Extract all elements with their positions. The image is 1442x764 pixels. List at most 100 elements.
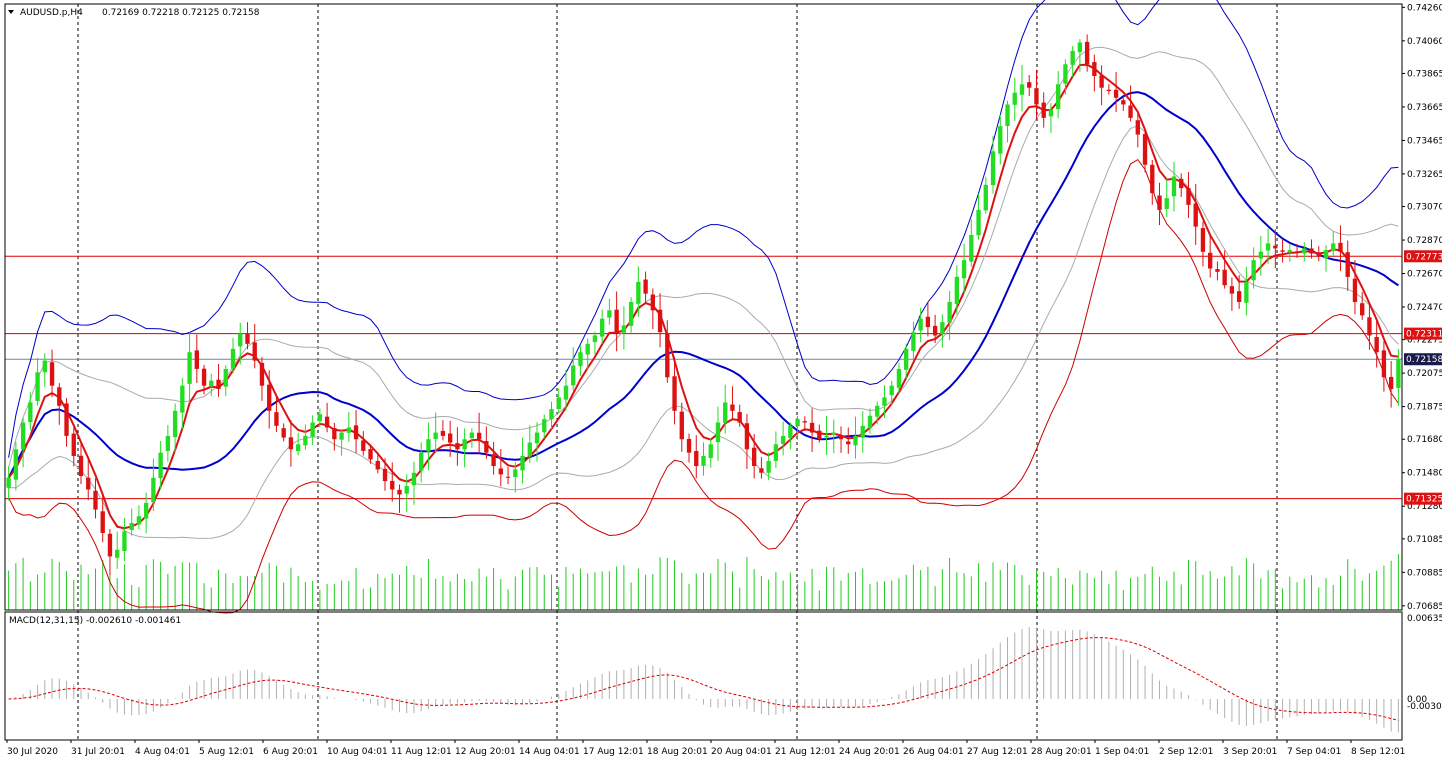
price-tick-label: 0.74060 xyxy=(1407,37,1442,47)
time-tick-label: 14 Aug 04:01 xyxy=(519,747,580,757)
bull-candle xyxy=(238,333,243,347)
bear-candle xyxy=(650,294,656,311)
bull-candle xyxy=(1048,109,1054,117)
bear-candle xyxy=(1338,242,1343,252)
price-axis: 0.74260 0.74060 0.73865 0.73665 0.73465 0.732… xyxy=(1402,3,1442,712)
indicator-lines xyxy=(7,0,1399,614)
ohlc-readout: 0.72169 0.72218 0.72125 0.72158 xyxy=(102,8,260,18)
price-tick-label: 0.71680 xyxy=(1407,435,1442,445)
bear-candle xyxy=(447,433,453,443)
symbol-menu-icon[interactable] xyxy=(8,10,14,14)
bear-candle xyxy=(643,279,648,294)
macd-signal-line xyxy=(8,637,1399,721)
bear-candle xyxy=(1186,188,1191,205)
bull-candle xyxy=(867,415,873,429)
price-tick-label: 0.73465 xyxy=(1407,136,1442,146)
bear-candle xyxy=(288,437,294,450)
macd-pane xyxy=(8,627,1399,733)
bull-candle xyxy=(954,276,960,304)
time-tick-label: 28 Aug 20:01 xyxy=(1031,747,1092,757)
bull-candle xyxy=(317,414,323,422)
time-tick-label: 31 Jul 20:01 xyxy=(71,747,125,757)
bull-candle xyxy=(534,432,540,444)
header: AUDUSD.p,H4 0.72169 0.72218 0.72125 0.72… xyxy=(8,8,260,626)
bear-candle xyxy=(1352,278,1358,302)
bull-candle xyxy=(542,419,547,433)
bear-candle xyxy=(353,425,359,440)
bear-candle xyxy=(216,379,221,390)
bull-candle xyxy=(411,472,417,486)
bear-candle xyxy=(1128,105,1133,118)
bull-candle xyxy=(1005,104,1010,126)
bull-candle xyxy=(1077,42,1083,53)
bear-candle xyxy=(1034,88,1039,105)
bull-candle xyxy=(1331,243,1336,251)
bear-candle xyxy=(817,430,822,440)
bear-candle xyxy=(71,433,76,456)
bear-candle xyxy=(194,350,199,369)
time-tick-label: 5 Aug 12:01 xyxy=(199,747,254,757)
bear-candle xyxy=(802,421,808,423)
bull-candle xyxy=(223,368,228,387)
price-tick-label: 0.73665 xyxy=(1407,103,1442,113)
bear-candle xyxy=(744,423,750,450)
bear-candle xyxy=(838,434,844,440)
bear-candle xyxy=(1316,252,1321,257)
time-tick-label: 26 Aug 04:01 xyxy=(903,747,964,757)
bear-candle xyxy=(281,428,286,438)
bear-candle xyxy=(1106,89,1112,92)
bear-candle xyxy=(1150,164,1155,194)
bull-candle xyxy=(404,486,409,494)
bull-candle xyxy=(1056,84,1061,110)
bear-candle xyxy=(267,384,272,411)
bull-candle xyxy=(766,461,771,473)
bear-candle xyxy=(361,440,366,451)
bull-candle xyxy=(136,516,142,525)
bull-candle xyxy=(433,432,438,440)
price-tick-label: 0.74260 xyxy=(1407,3,1442,13)
time-tick-label: 11 Aug 12:01 xyxy=(391,747,452,757)
bear-candle xyxy=(686,438,692,453)
bull-candle xyxy=(1323,250,1329,259)
time-tick-label: 10 Aug 04:01 xyxy=(327,747,388,757)
outer-band-upper xyxy=(8,0,1399,458)
time-axis: 30 Jul 2020 31 Jul 20:01 4 Aug 04:01 5 Aug … xyxy=(6,740,1405,757)
bear-candle xyxy=(100,511,105,533)
bull-candle xyxy=(889,385,894,396)
bear-candle xyxy=(1179,178,1184,189)
time-tick-label: 27 Aug 12:01 xyxy=(967,747,1028,757)
main-pane-frame xyxy=(4,3,1403,611)
bear-candle xyxy=(1157,195,1162,210)
bear-candle xyxy=(1388,376,1394,390)
bear-candle xyxy=(368,449,373,460)
time-tick-label: 20 Aug 04:01 xyxy=(711,747,772,757)
bear-candle xyxy=(1236,291,1242,302)
bear-candle xyxy=(107,533,113,557)
macd-tick-label: 0.00635 xyxy=(1407,614,1442,624)
macd-pane-frame xyxy=(4,611,1403,741)
bull-candle xyxy=(42,360,47,373)
bull-candle xyxy=(13,449,19,480)
time-tick-label: 21 Aug 12:01 xyxy=(775,747,836,757)
bull-candle xyxy=(1012,92,1017,105)
time-tick-label: 17 Aug 12:01 xyxy=(583,747,644,757)
bull-candle xyxy=(1019,84,1025,95)
time-tick-label: 30 Jul 2020 xyxy=(7,747,58,757)
bear-candle xyxy=(1027,82,1032,88)
bull-candle xyxy=(6,477,11,488)
bull-candle xyxy=(795,419,800,427)
bear-candle xyxy=(259,362,265,386)
bull-candle xyxy=(998,126,1003,154)
bear-candle xyxy=(78,455,84,477)
time-tick-label: 24 Aug 20:01 xyxy=(839,747,900,757)
bull-candle xyxy=(1287,250,1292,253)
candles xyxy=(6,34,1401,576)
price-tick-label: 0.72870 xyxy=(1407,236,1442,246)
bull-candle xyxy=(947,301,952,323)
bull-candle xyxy=(180,385,185,413)
bear-candle xyxy=(491,454,496,467)
bear-candle xyxy=(86,477,91,490)
bear-candle xyxy=(694,451,699,467)
bear-candle xyxy=(440,430,446,436)
